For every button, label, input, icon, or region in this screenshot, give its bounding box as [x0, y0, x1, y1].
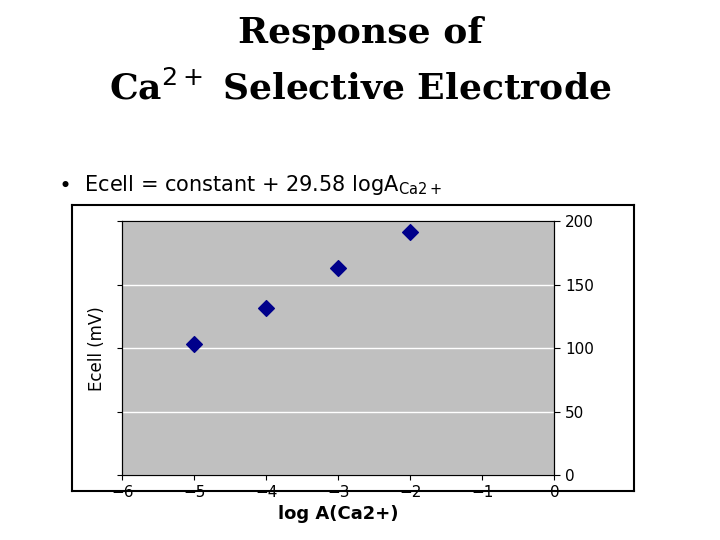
Point	[261, 303, 272, 312]
Point	[333, 264, 344, 273]
Point	[405, 227, 416, 236]
Text: $\bullet$  Ecell = constant + 29.58 logA$_{\mathrm{Ca2+}}$: $\bullet$ Ecell = constant + 29.58 logA$…	[58, 173, 441, 197]
Y-axis label: Ecell (mV): Ecell (mV)	[89, 306, 107, 390]
Text: Ca$^{2+}$ Selective Electrode: Ca$^{2+}$ Selective Electrode	[109, 70, 611, 106]
X-axis label: log A(Ca2+): log A(Ca2+)	[278, 505, 399, 523]
Point	[189, 340, 200, 349]
Text: Response of: Response of	[238, 16, 482, 50]
